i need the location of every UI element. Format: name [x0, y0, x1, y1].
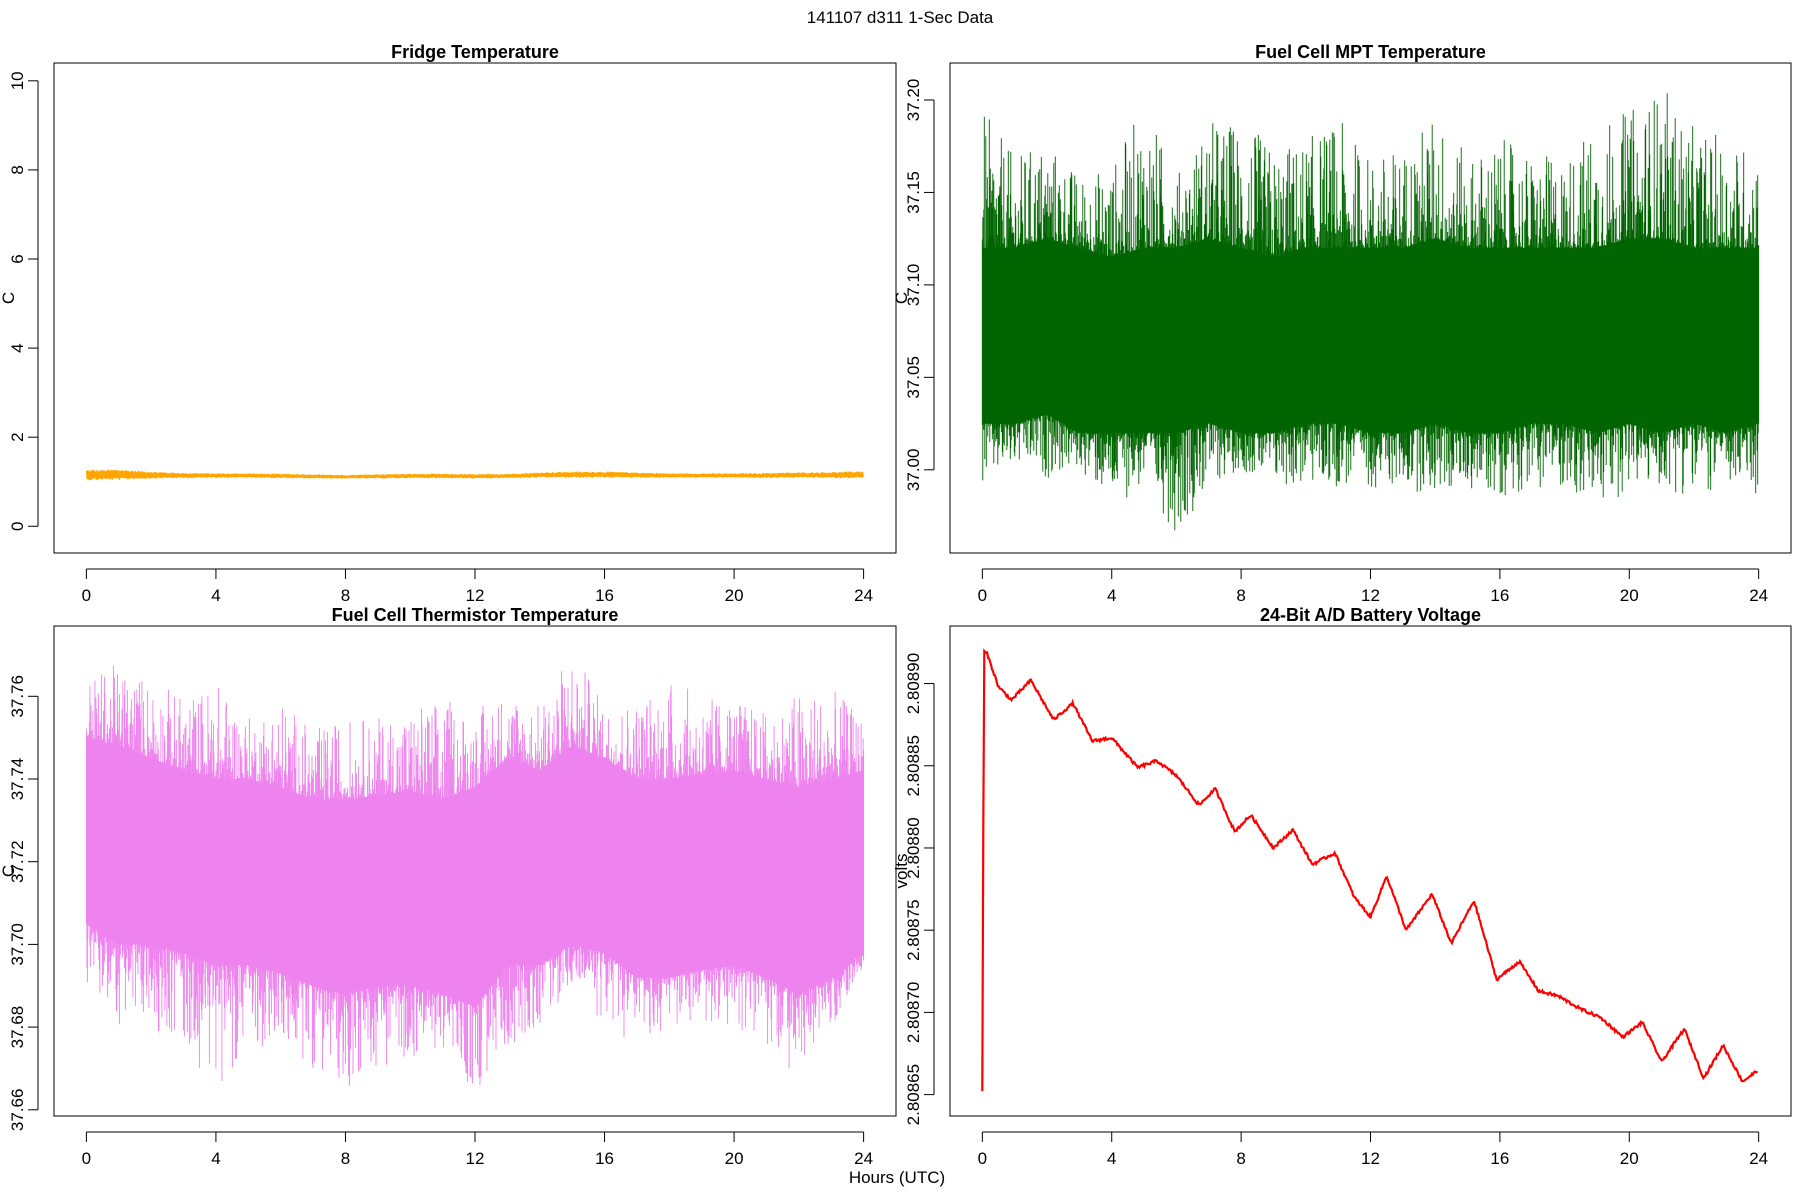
mpt-y-axis: 37.00 37.05 37.10 37.15 37.20 [904, 79, 935, 492]
mpt-x-tick-label: 12 [1361, 586, 1380, 605]
fridge-y-tick-label: 4 [8, 343, 27, 352]
fridge-x-tick-label: 12 [466, 586, 485, 605]
mpt-y-tick-label: 37.20 [904, 79, 923, 122]
battery-y-axis: 2.80865 2.80870 2.80875 2.80880 2.80885 2.808… [904, 653, 935, 1125]
battery-plot-frame [949, 625, 1792, 1117]
battery-y-tick-label: 2.80890 [904, 653, 923, 714]
chart-thermistor: Fuel Cell Thermistor Temperature 0 4 8 12 16 2… [0, 605, 897, 1168]
battery-x-tick-label: 8 [1236, 1149, 1245, 1168]
thermistor-x-tick-label: 20 [725, 1149, 744, 1168]
thermistor-plot-frame [53, 625, 897, 1117]
mpt-ylabel: C [892, 292, 911, 304]
mpt-title: Fuel Cell MPT Temperature [1255, 42, 1486, 62]
fridge-y-tick-label: 8 [8, 165, 27, 174]
battery-x-tick-label: 4 [1107, 1149, 1116, 1168]
battery-x-tick-label: 0 [978, 1149, 987, 1168]
fridge-y-tick-label: 2 [8, 432, 27, 441]
mpt-y-tick-label: 37.15 [904, 171, 923, 214]
mpt-y-tick-label: 37.10 [904, 264, 923, 307]
mpt-x-tick-label: 4 [1107, 586, 1116, 605]
battery-x-tick-label: 12 [1361, 1149, 1380, 1168]
mpt-x-tick-label: 0 [978, 586, 987, 605]
mpt-x-tick-label: 24 [1749, 586, 1768, 605]
thermistor-y-tick-label: 37.70 [8, 923, 27, 966]
battery-ylabel: volts [892, 854, 911, 889]
battery-y-tick-label: 2.80870 [904, 982, 923, 1043]
battery-x-tick-label: 16 [1490, 1149, 1509, 1168]
fridge-x-tick-label: 16 [595, 586, 614, 605]
thermistor-x-axis: 0 4 8 12 16 20 24 [82, 1131, 873, 1168]
figure-xlabel: Hours (UTC) [849, 1168, 945, 1187]
battery-y-tick-label: 2.80865 [904, 1064, 923, 1125]
fridge-y-tick-label: 0 [8, 522, 27, 531]
chart-mpt: Fuel Cell MPT Temperature 0 4 8 12 16 20 24 37.0… [892, 42, 1792, 605]
fridge-series [85, 469, 864, 481]
mpt-x-tick-label: 8 [1236, 586, 1245, 605]
fridge-x-tick-label: 24 [854, 586, 873, 605]
battery-y-tick-label: 2.80880 [904, 817, 923, 878]
mpt-core-band [982, 262, 1759, 411]
battery-x-tick-label: 20 [1620, 1149, 1639, 1168]
fridge-y-tick-label: 10 [8, 71, 27, 90]
thermistor-y-tick-label: 37.76 [8, 675, 27, 718]
thermistor-y-tick-label: 37.68 [8, 1006, 27, 1049]
battery-series [981, 648, 1758, 1092]
mpt-x-axis: 0 4 8 12 16 20 24 [978, 568, 1768, 605]
mpt-x-tick-label: 20 [1620, 586, 1639, 605]
thermistor-x-tick-label: 24 [854, 1149, 873, 1168]
fridge-x-axis: 0 4 8 12 16 20 24 [82, 568, 873, 605]
thermistor-series [85, 665, 865, 1086]
thermistor-x-tick-label: 8 [341, 1149, 350, 1168]
thermistor-x-tick-label: 4 [211, 1149, 220, 1168]
thermistor-y-tick-label: 37.66 [8, 1089, 27, 1132]
battery-y-tick-label: 2.80875 [904, 899, 923, 960]
figure-title: 141107 d311 1-Sec Data [807, 8, 994, 27]
thermistor-y-tick-label: 37.72 [8, 840, 27, 883]
fridge-plot-frame [53, 62, 897, 554]
thermistor-y-tick-label: 37.74 [8, 758, 27, 801]
chart-battery: 24-Bit A/D Battery Voltage 0 4 8 12 16 20 24 2.8… [892, 605, 1792, 1168]
fridge-y-axis: 0 2 4 6 8 10 [8, 71, 39, 531]
thermistor-core-band [86, 760, 864, 976]
mpt-y-tick-label: 37.05 [904, 356, 923, 399]
thermistor-x-tick-label: 0 [82, 1149, 91, 1168]
battery-x-tick-label: 24 [1749, 1149, 1768, 1168]
thermistor-title: Fuel Cell Thermistor Temperature [332, 605, 619, 625]
thermistor-ylabel: C [0, 865, 18, 877]
fridge-ylabel: C [0, 292, 18, 304]
fridge-x-tick-label: 8 [341, 586, 350, 605]
fridge-title: Fridge Temperature [391, 42, 559, 62]
battery-x-axis: 0 4 8 12 16 20 24 [978, 1131, 1768, 1168]
fridge-x-tick-label: 4 [211, 586, 220, 605]
mpt-x-tick-label: 16 [1490, 586, 1509, 605]
fridge-x-tick-label: 0 [82, 586, 91, 605]
fridge-temperature-line [85, 469, 864, 481]
fridge-x-tick-label: 20 [725, 586, 744, 605]
thermistor-x-tick-label: 12 [466, 1149, 485, 1168]
battery-title: 24-Bit A/D Battery Voltage [1260, 605, 1481, 625]
fridge-y-tick-label: 6 [8, 254, 27, 263]
mpt-plot-frame [949, 62, 1792, 554]
battery-y-tick-label: 2.80885 [904, 735, 923, 796]
thermistor-x-tick-label: 16 [595, 1149, 614, 1168]
mpt-series [981, 93, 1760, 531]
battery-voltage-line [981, 648, 1758, 1092]
mpt-y-tick-label: 37.00 [904, 449, 923, 492]
thermistor-y-axis: 37.66 37.68 37.70 37.72 37.74 37.76 [8, 675, 39, 1132]
